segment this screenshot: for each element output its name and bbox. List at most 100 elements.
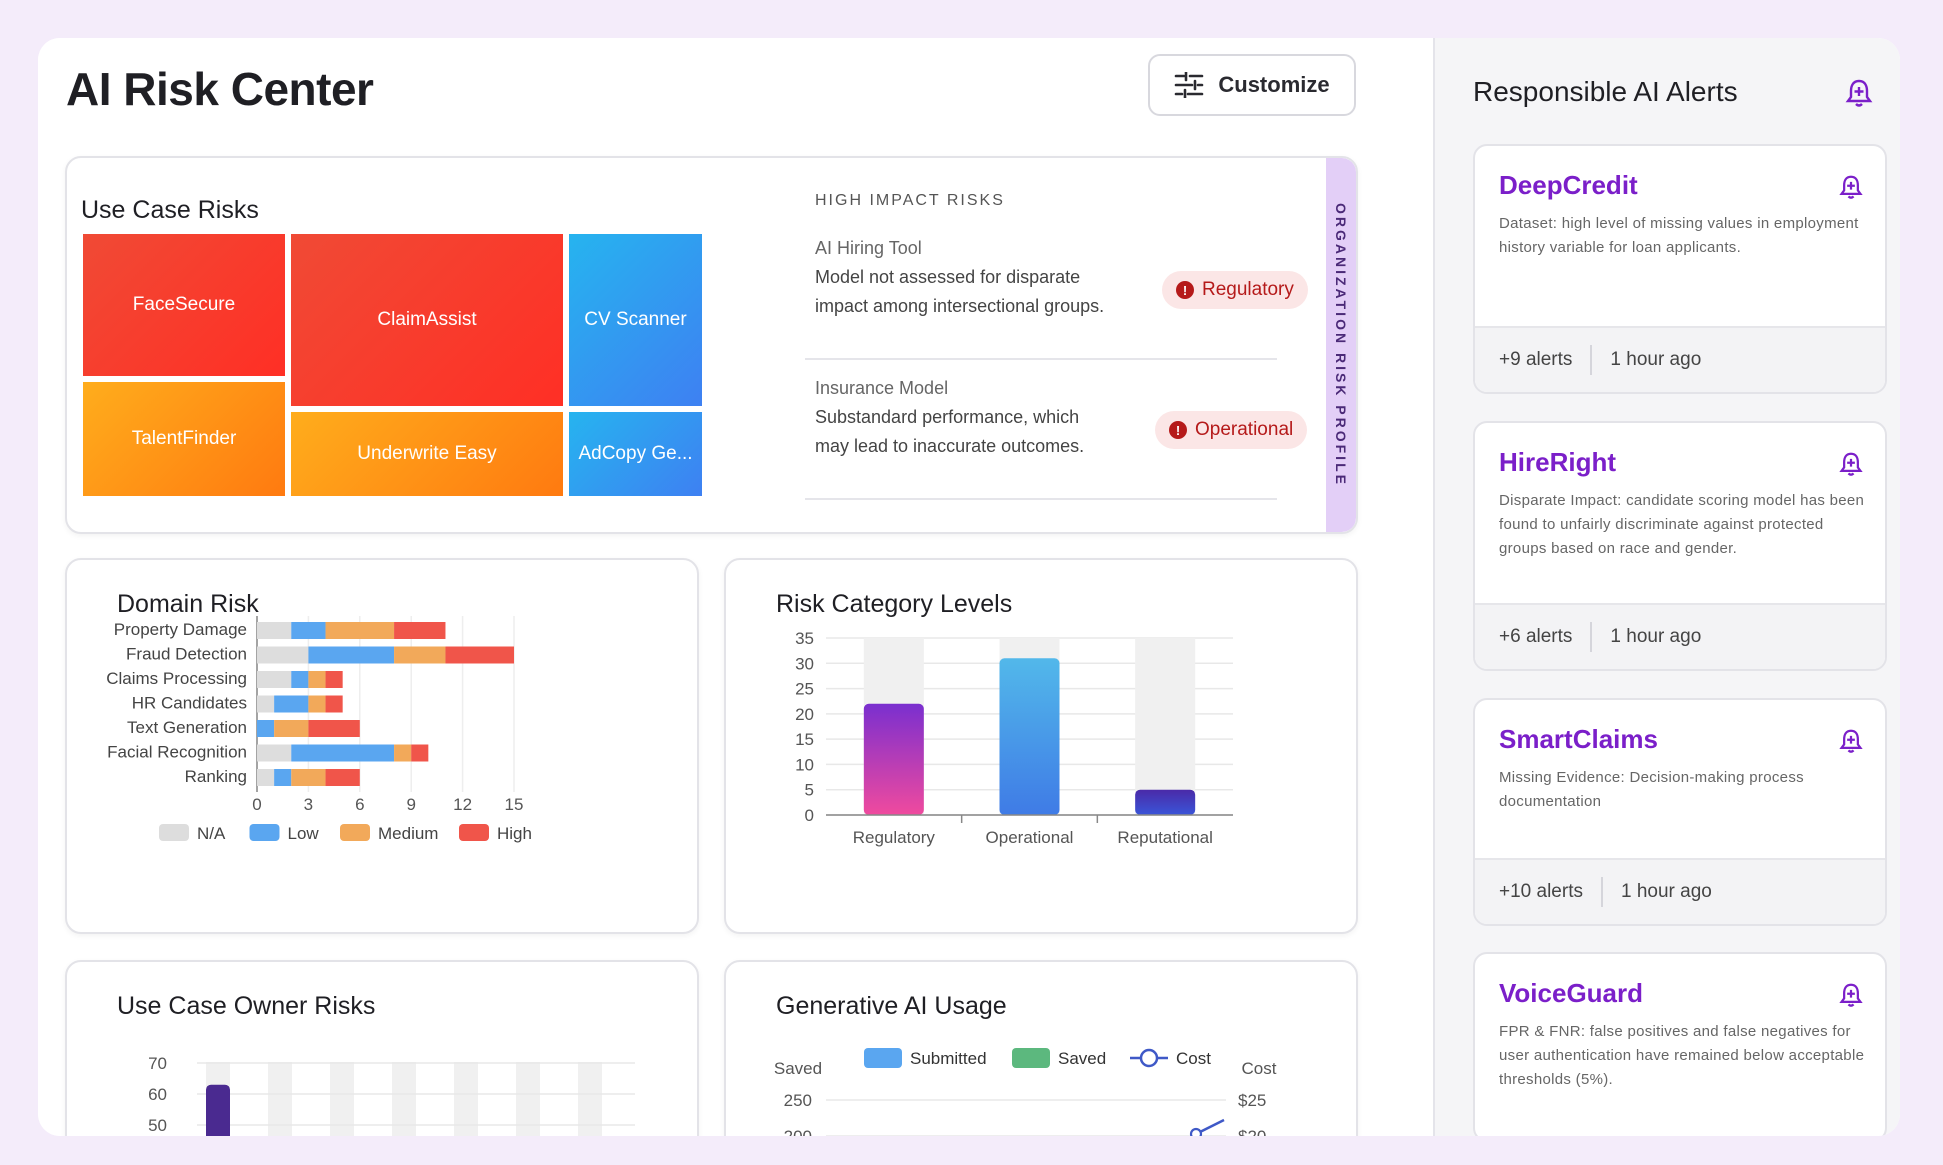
- bar-background: [578, 1062, 602, 1136]
- treemap-tile[interactable]: CV Scanner: [569, 234, 702, 406]
- alerts-title: Responsible AI Alerts: [1473, 76, 1738, 107]
- alert-card[interactable]: HireRight Disparate Impact: candidate sco…: [1473, 421, 1887, 671]
- bell-plus-icon[interactable]: [1839, 174, 1863, 200]
- tick-label: 200: [784, 1127, 812, 1136]
- bar-segment: [325, 622, 395, 639]
- risk-category-card: Risk Category Levels 0 5 10 15 20 25 30 35 Regul…: [724, 558, 1358, 934]
- treemap-tile[interactable]: ClaimAssist: [291, 234, 563, 406]
- tile-label: ClaimAssist: [377, 309, 477, 330]
- tick-label: 9: [406, 795, 415, 814]
- bar-segment: [325, 671, 343, 688]
- alert-footer: +10 alerts 1 hour ago: [1475, 858, 1885, 924]
- bar-segment: [257, 720, 275, 737]
- risk-category-title: Risk Category Levels: [776, 590, 1013, 618]
- legend-label: High: [497, 824, 532, 843]
- high-impact-heading: HIGH IMPACT RISKS: [815, 192, 1005, 209]
- bar-segment: [291, 671, 309, 688]
- bar-background: [1135, 638, 1196, 815]
- treemap-tile[interactable]: AdCopy Ge...: [569, 412, 702, 496]
- legend-marker: [1139, 1048, 1159, 1068]
- bell-plus-icon[interactable]: [1839, 451, 1863, 477]
- tile-label: Underwrite Easy: [357, 443, 497, 464]
- legend-swatch: [459, 824, 489, 841]
- alert-time: 1 hour ago: [1620, 881, 1712, 902]
- category-label: Operational: [986, 828, 1074, 847]
- bar-segment: [257, 671, 292, 688]
- tick-label: 0: [805, 806, 814, 825]
- bell-plus-icon[interactable]: [1839, 728, 1863, 754]
- alert-card[interactable]: VoiceGuard FPR & FNR: false positives and…: [1473, 952, 1887, 1136]
- alerts-sidebar: Responsible AI Alerts DeepCredit Dataset:…: [1433, 38, 1900, 1136]
- right-axis-label: Cost: [1242, 1059, 1277, 1078]
- alert-circle-icon: !: [1176, 281, 1194, 299]
- tick-label: 70: [148, 1054, 167, 1073]
- tick-label: 35: [795, 629, 814, 648]
- tick-label: 20: [795, 705, 814, 724]
- organization-risk-profile-tab[interactable]: ORGANIZATION RISK PROFILE: [1326, 158, 1356, 532]
- alert-count[interactable]: +6 alerts: [1499, 626, 1573, 647]
- high-impact-item[interactable]: Insurance Model Substandard performance,…: [815, 378, 1285, 461]
- use-case-risks-card: Use Case Risks FaceSecure ClaimAssist CV…: [65, 156, 1358, 534]
- tile-label: CV Scanner: [584, 309, 687, 330]
- bar-segment: [394, 646, 446, 664]
- bar-background: [516, 1062, 540, 1136]
- alert-time: 1 hour ago: [1610, 349, 1702, 370]
- treemap-tile[interactable]: Underwrite Easy: [291, 412, 563, 496]
- alert-description: Disparate Impact: candidate scoring mode…: [1499, 492, 1865, 557]
- bar: [206, 1084, 230, 1136]
- treemap-tile[interactable]: TalentFinder: [83, 382, 285, 496]
- alert-name[interactable]: DeepCredit: [1499, 170, 1638, 200]
- gen-ai-card: Generative AI Usage Saved Cost Submitted Sa…: [724, 960, 1358, 1136]
- risk-name: AI Hiring Tool: [815, 238, 922, 258]
- tile-label: AdCopy Ge...: [578, 443, 693, 464]
- alert-card[interactable]: DeepCredit Dataset: high level of missing…: [1473, 144, 1887, 394]
- operational-badge: ! Operational: [1155, 411, 1308, 449]
- tick-label: 10: [795, 755, 814, 774]
- bar-segment: [291, 744, 395, 762]
- alert-card[interactable]: SmartClaims Missing Evidence: Decision-ma…: [1473, 698, 1887, 926]
- category-label: Property Damage: [114, 620, 247, 639]
- legend-label: Cost: [1176, 1049, 1211, 1068]
- tick-label: 60: [148, 1085, 167, 1104]
- bar-segment: [257, 744, 292, 762]
- sliders-icon: [1175, 72, 1204, 98]
- owner-risks-card: Use Case Owner Risks 70 60 50: [65, 960, 699, 1136]
- divider: [1590, 345, 1593, 375]
- bar-segment: [257, 622, 292, 639]
- bar-segment: [308, 720, 360, 737]
- gen-ai-title: Generative AI Usage: [776, 992, 1007, 1020]
- tick-label: 6: [355, 795, 364, 814]
- bell-plus-icon[interactable]: [1845, 78, 1873, 108]
- tick-label: 5: [805, 781, 814, 800]
- cost-point: [1189, 1127, 1203, 1136]
- alert-description: Dataset: high level of missing values in…: [1499, 215, 1859, 256]
- legend-swatch: [159, 824, 189, 841]
- use-case-risks-title: Use Case Risks: [81, 196, 259, 224]
- bar-segment: [291, 769, 326, 786]
- bar-segment: [257, 646, 309, 664]
- bar-background: [392, 1062, 416, 1136]
- alert-name[interactable]: SmartClaims: [1499, 724, 1658, 754]
- bell-plus-icon[interactable]: [1839, 982, 1863, 1008]
- bar-segment: [291, 622, 326, 639]
- bar-segment: [325, 695, 343, 713]
- bar-background: [268, 1062, 292, 1136]
- main-panel: AI Risk Center Customize Use Case Risks …: [38, 38, 1433, 1136]
- risk-name: Insurance Model: [815, 378, 949, 398]
- tick-label: 25: [795, 680, 814, 699]
- alert-name[interactable]: HireRight: [1499, 447, 1616, 477]
- category-label: Ranking: [185, 767, 247, 786]
- bar-segment: [257, 695, 275, 713]
- bar-segment: [308, 646, 395, 664]
- bar-background: [454, 1062, 478, 1136]
- treemap-tile[interactable]: FaceSecure: [83, 234, 285, 376]
- alert-count[interactable]: +10 alerts: [1499, 881, 1583, 902]
- customize-button[interactable]: Customize: [1148, 54, 1356, 116]
- risk-description: Substandard performance, which may lead …: [815, 407, 1085, 456]
- alert-name[interactable]: VoiceGuard: [1499, 978, 1644, 1008]
- high-impact-item[interactable]: AI Hiring Tool Model not assessed for di…: [815, 238, 1285, 321]
- alert-time: 1 hour ago: [1610, 626, 1702, 647]
- alert-count[interactable]: +9 alerts: [1499, 349, 1573, 370]
- badge-label: Regulatory: [1202, 279, 1294, 300]
- tick-label: 250: [784, 1091, 812, 1110]
